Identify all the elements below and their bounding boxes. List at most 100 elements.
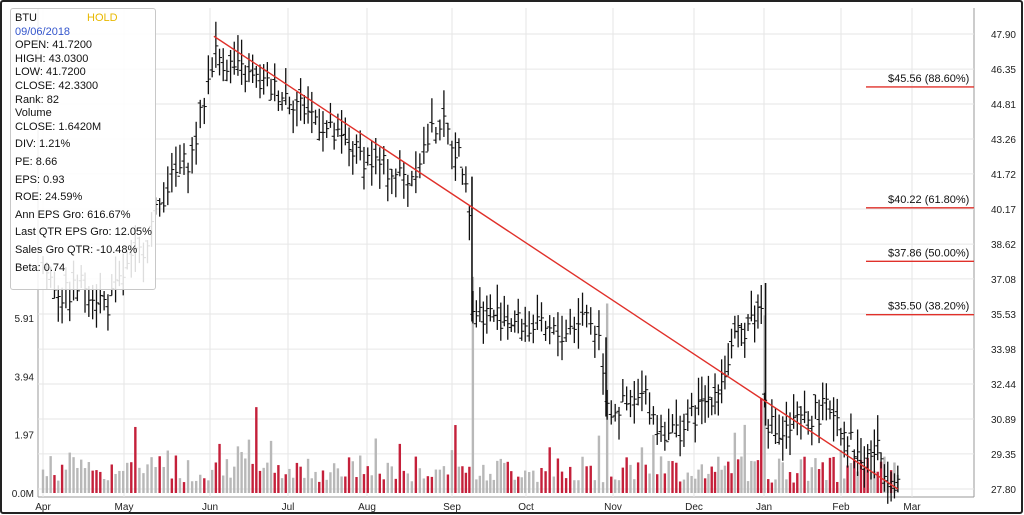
volume-bar <box>91 470 94 493</box>
volume-bar <box>314 471 317 493</box>
volume-bar <box>394 478 398 493</box>
volume-bar <box>344 476 347 493</box>
volume-bar <box>569 466 572 493</box>
volume-bar <box>236 446 240 493</box>
price-tick-label: 43.26 <box>991 135 1016 146</box>
volume-bar <box>251 463 254 493</box>
volume-bar <box>240 451 243 493</box>
volume-bar <box>597 435 601 493</box>
volume-bar <box>517 476 520 493</box>
volume-bar <box>621 467 625 493</box>
volume-bar <box>733 432 737 493</box>
volume-bar <box>244 458 247 493</box>
fib-level-label: $37.86 (50.00%) <box>888 247 969 259</box>
volume-bar <box>64 469 68 493</box>
volume-bar <box>513 479 516 493</box>
volume-bar <box>410 481 414 493</box>
rank-value: Rank: 82 <box>15 93 60 106</box>
volume-bar <box>617 480 621 493</box>
price-tick-label: 46.35 <box>991 65 1016 76</box>
volume-bar <box>382 479 385 493</box>
volume-tick-label: 5.91 <box>15 314 35 325</box>
volume-bar <box>821 462 824 493</box>
qtr-eps-growth: Last QTR EPS Gro: 12.05% <box>15 226 152 239</box>
volume-bar <box>475 479 478 493</box>
volume-bar <box>438 469 442 493</box>
volume-bar <box>146 464 149 493</box>
high-value: HIGH: 43.0300 <box>15 52 89 65</box>
volume-bar <box>817 469 821 493</box>
price-tick-label: 44.81 <box>991 100 1016 111</box>
volume-bar <box>540 467 543 493</box>
volume-bar <box>398 443 402 493</box>
volume-bar <box>694 478 697 493</box>
volume-bar <box>255 407 258 493</box>
beta-value: Beta: 0.74 <box>15 261 66 274</box>
volume-bar <box>87 462 91 493</box>
volume-bar <box>269 440 273 493</box>
volume-bar <box>736 459 740 493</box>
volume-close-value: CLOSE: 1.6420M <box>15 120 102 133</box>
volume-bar <box>464 472 468 493</box>
volume-bar <box>203 478 206 493</box>
volume-bar <box>788 472 792 493</box>
volume-bar <box>573 480 576 493</box>
month-label: Aug <box>358 502 376 513</box>
volume-bar <box>873 470 876 493</box>
price-tick-label: 40.17 <box>991 205 1016 216</box>
volume-bar <box>656 474 659 493</box>
volume-bar <box>828 457 832 493</box>
volume-bar <box>442 466 446 493</box>
volume-bar <box>41 469 45 493</box>
pe-value: PE: 8.66 <box>15 155 58 168</box>
volume-bar <box>288 468 291 493</box>
volume-bar <box>581 456 584 493</box>
volume-bar <box>247 439 251 493</box>
volume-bar <box>544 471 547 493</box>
price-tick-label: 37.08 <box>991 275 1016 286</box>
volume-bar <box>478 475 482 493</box>
volume-bar <box>402 470 406 493</box>
volume-bar <box>471 276 475 493</box>
volume-bar <box>72 457 75 493</box>
volume-bar <box>122 470 125 493</box>
fib-level-label: $40.22 (61.80%) <box>888 194 969 206</box>
volume-bar <box>406 473 410 493</box>
volume-bar <box>564 478 568 493</box>
volume-bar <box>560 471 564 493</box>
volume-bar <box>700 464 704 493</box>
volume-bar <box>832 456 835 493</box>
volume-bar <box>162 466 165 493</box>
volume-bar <box>489 473 492 493</box>
volume-bar <box>548 447 551 493</box>
volume-bar <box>57 480 60 493</box>
volume-bar <box>843 478 846 493</box>
volume-bar <box>593 480 597 493</box>
volume-bar <box>774 479 777 493</box>
volume-bar <box>130 462 133 493</box>
volume-bar <box>686 472 689 493</box>
month-label: Oct <box>518 502 534 513</box>
eps-value: EPS: 0.93 <box>15 173 65 186</box>
volume-bar <box>682 479 686 493</box>
volume-bar <box>781 462 784 493</box>
volume-bar <box>166 450 169 493</box>
volume-bar <box>318 481 321 493</box>
month-label: Feb <box>832 502 850 513</box>
volume-tick-label: 1.97 <box>15 431 35 442</box>
volume-bar <box>760 398 763 493</box>
volume-bar <box>727 461 730 493</box>
volume-bar <box>785 479 788 493</box>
volume-bar <box>366 466 369 493</box>
price-tick-label: 41.72 <box>991 170 1016 181</box>
volume-bar <box>710 466 713 493</box>
volume-bar <box>663 473 667 493</box>
volume-bar <box>95 470 98 493</box>
volume-bar <box>295 462 299 493</box>
volume-bar <box>506 461 509 493</box>
volume-bar <box>667 460 670 493</box>
volume-bar <box>756 460 760 493</box>
volume-heading: Volume <box>15 107 52 120</box>
volume-bar <box>853 459 856 493</box>
